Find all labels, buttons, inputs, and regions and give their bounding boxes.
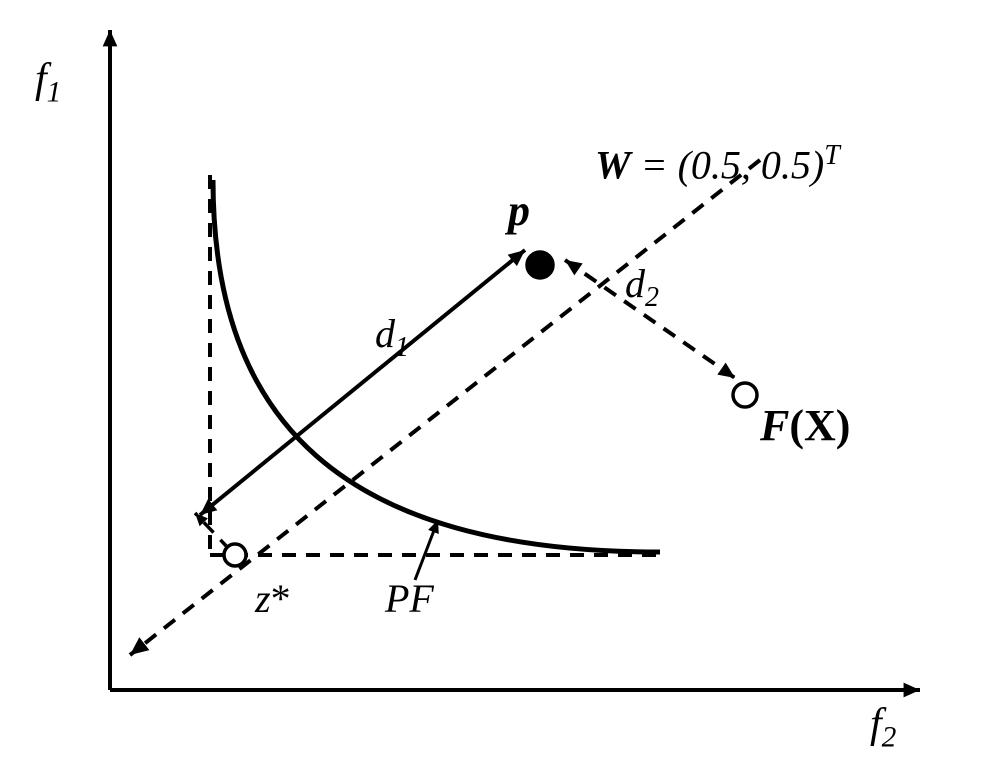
- w-label: W = (0.5, 0.5)T: [595, 140, 840, 188]
- y-axis-label: f1: [35, 55, 61, 109]
- d2-label: d2: [625, 260, 659, 314]
- diagram-svg: [0, 0, 982, 767]
- d1-label: d1: [375, 310, 409, 364]
- x-axis-label: f2: [870, 700, 896, 754]
- pf-label: PF: [385, 575, 434, 622]
- zstar-label: z*: [255, 575, 291, 622]
- p-label: p: [508, 185, 530, 236]
- fx-label: F(X): [760, 400, 850, 451]
